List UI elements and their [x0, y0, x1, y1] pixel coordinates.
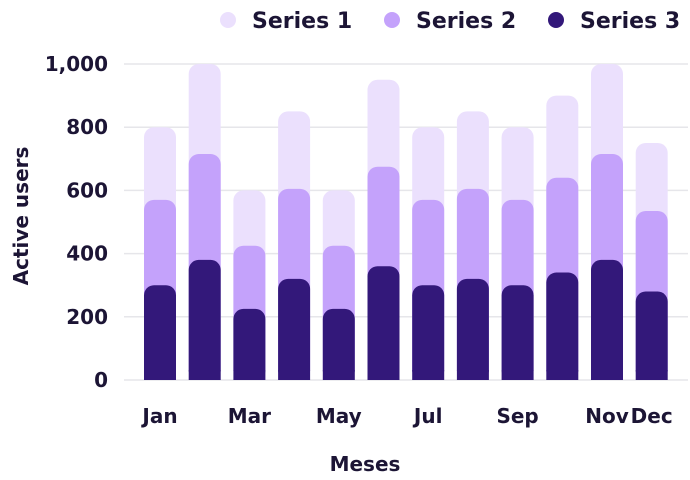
- legend-label: Series 1: [252, 9, 352, 34]
- y-tick-label: 200: [66, 305, 108, 329]
- x-tick-label: Sep: [496, 404, 538, 428]
- bar-series-3-nov: [591, 259, 623, 380]
- legend-swatch-series-2: [384, 12, 400, 28]
- legend-label: Series 2: [416, 9, 516, 34]
- bar-base-sep: [501, 370, 534, 380]
- bar-series-3-jul: [412, 285, 445, 380]
- bars: [144, 64, 668, 381]
- y-tick-label: 400: [66, 242, 108, 266]
- bar-series-3-apr: [278, 278, 311, 380]
- bar-series-3-sep: [501, 285, 534, 380]
- bar-base-nov: [591, 370, 623, 380]
- bar-base-oct: [546, 370, 579, 380]
- y-tick-label: 1,000: [45, 52, 108, 76]
- x-axis-ticks: Jan Mar May Jul Sep Nov Dec: [140, 404, 672, 428]
- bar-series-3-jun: [367, 266, 400, 380]
- x-tick-label: Jan: [140, 404, 177, 428]
- legend-label: Series 3: [580, 9, 680, 34]
- x-tick-label: Jul: [412, 404, 443, 428]
- bar-base-jun: [367, 370, 400, 380]
- y-tick-label: 800: [66, 115, 108, 139]
- y-tick-label: 600: [66, 178, 108, 202]
- bar-series-3-mar: [233, 308, 266, 380]
- x-tick-label: Nov: [585, 404, 629, 428]
- bar-series-3-oct: [546, 272, 579, 380]
- y-tick-label: 0: [94, 368, 108, 392]
- legend-swatch-series-3: [548, 12, 564, 28]
- y-axis-title: Active users: [9, 147, 33, 286]
- bar-base-apr: [278, 370, 311, 380]
- x-tick-label: Dec: [631, 404, 673, 428]
- bar-series-3-dec: [635, 291, 668, 380]
- y-axis-ticks: 0 200 400 600 800 1,000: [45, 52, 108, 392]
- x-axis-title: Meses: [330, 452, 401, 476]
- x-tick-label: May: [316, 404, 362, 428]
- bar-base-feb: [188, 370, 221, 380]
- legend: Series 1 Series 2 Series 3: [220, 9, 680, 34]
- legend-swatch-series-1: [220, 12, 236, 28]
- bar-series-3-aug: [456, 278, 489, 380]
- bar-base-dec: [635, 370, 668, 380]
- bar-series-3-may: [322, 308, 355, 380]
- x-tick-label: Mar: [228, 404, 271, 428]
- bar-series-3-feb: [188, 259, 221, 380]
- bar-base-jul: [412, 370, 445, 380]
- bar-series-3-jan: [144, 285, 176, 380]
- bar-base-may: [322, 370, 355, 380]
- bar-base-mar: [233, 370, 266, 380]
- bar-base-jan: [144, 370, 176, 380]
- bar-base-aug: [456, 370, 489, 380]
